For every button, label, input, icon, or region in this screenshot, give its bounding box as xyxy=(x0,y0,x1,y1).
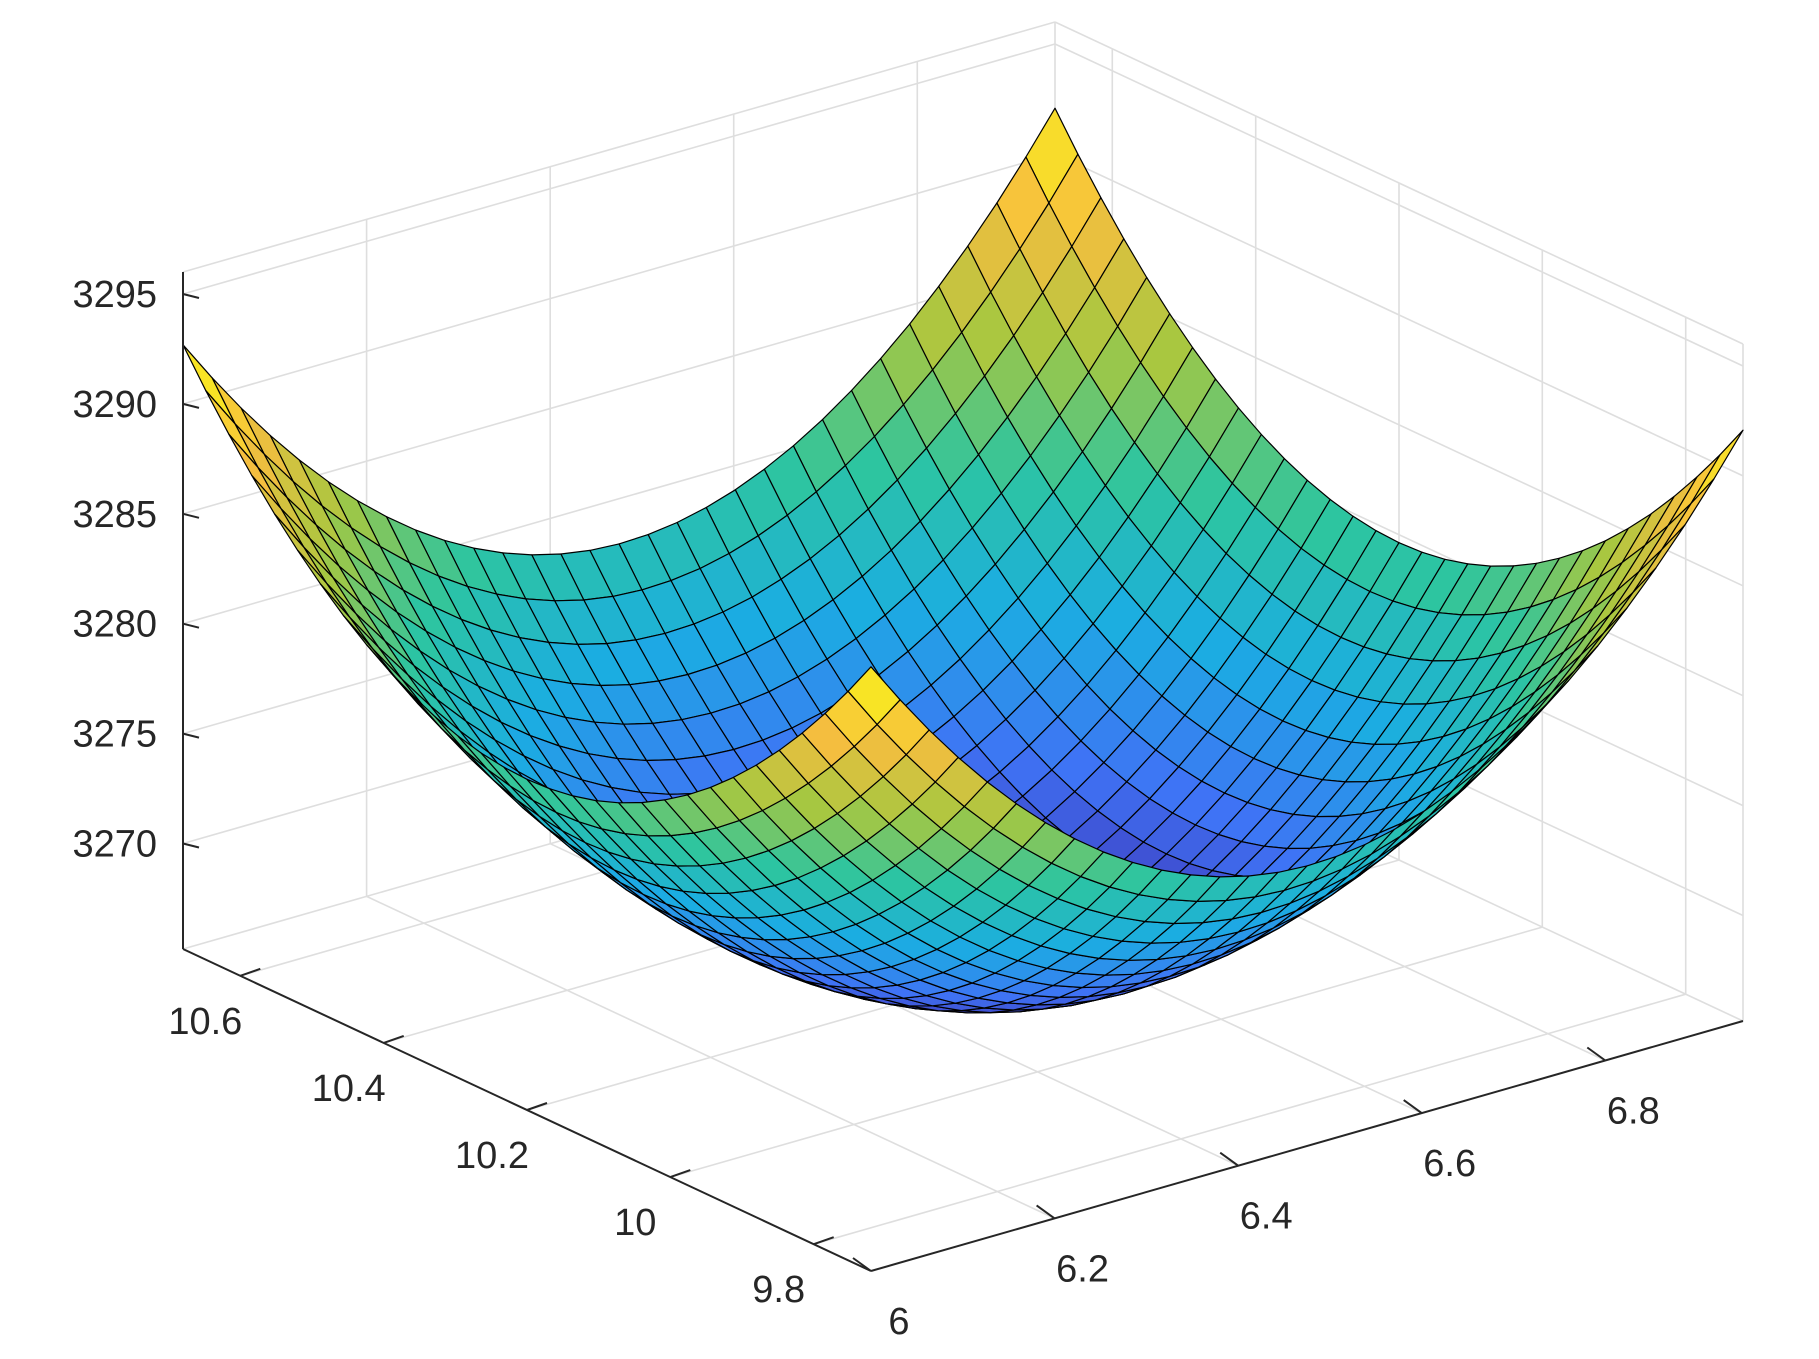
b-tick xyxy=(669,1169,691,1179)
gridline-wall-a-horizontal xyxy=(1054,153,1744,477)
box-edge xyxy=(1054,21,1744,345)
gridline-floor-b xyxy=(813,993,1686,1245)
b-tick xyxy=(239,967,261,977)
surface-patch xyxy=(847,666,901,726)
axis-layer: 3270 3275 3280 3285 3290 3295 6 6.2 6.4 6.6 6.8 9.8… xyxy=(72,272,1744,1343)
a-tick-label: 6.6 xyxy=(1423,1143,1476,1185)
z-tick xyxy=(182,512,200,519)
b-tick xyxy=(383,1034,405,1044)
gridline-floor-b xyxy=(670,926,1543,1178)
a-tick-label: 6.8 xyxy=(1607,1091,1660,1133)
z-tick-label: 3280 xyxy=(72,604,157,646)
b-tick-label: 10.2 xyxy=(455,1135,529,1177)
gridline-wall-a-horizontal xyxy=(1054,43,1744,367)
a-tick xyxy=(1586,1046,1606,1062)
z-tick-label: 3270 xyxy=(72,824,157,866)
a-tick-label: 6 xyxy=(888,1301,909,1343)
surface-patch xyxy=(1690,429,1744,505)
z-tick xyxy=(182,842,200,849)
a-tick xyxy=(1219,1151,1239,1167)
a-tick xyxy=(1403,1099,1423,1114)
a-tick xyxy=(1036,1204,1056,1220)
gridline-wall-b-horizontal xyxy=(182,263,1056,515)
surface-layer xyxy=(182,107,1744,1014)
b-tick xyxy=(526,1102,548,1111)
b-tick-label: 10.6 xyxy=(168,1001,242,1043)
z-tick-label: 3285 xyxy=(72,494,157,536)
surface-patch xyxy=(182,344,236,425)
a-tick-label: 6.2 xyxy=(1056,1248,1109,1290)
z-tick-label: 3290 xyxy=(72,384,157,426)
gridline-wall-b-horizontal xyxy=(182,153,1056,405)
b-tick-label: 10.4 xyxy=(312,1068,386,1110)
b-tick-label: 10 xyxy=(614,1202,656,1244)
gridline-wall-b-horizontal xyxy=(182,43,1056,295)
box-edge xyxy=(182,21,1056,273)
z-tick xyxy=(182,293,200,299)
z-tick xyxy=(182,402,200,409)
b-tick-label: 9.8 xyxy=(752,1269,805,1311)
z-tick xyxy=(182,732,200,739)
b-tick xyxy=(813,1236,835,1246)
surface-patch xyxy=(1667,454,1721,527)
z-tick-label: 3275 xyxy=(72,714,157,756)
a-axis-line xyxy=(870,1020,1744,1272)
a-tick-label: 6.4 xyxy=(1240,1196,1293,1238)
z-tick-label: 3295 xyxy=(72,274,157,316)
z-tick xyxy=(182,622,200,629)
a-tick xyxy=(852,1257,872,1272)
